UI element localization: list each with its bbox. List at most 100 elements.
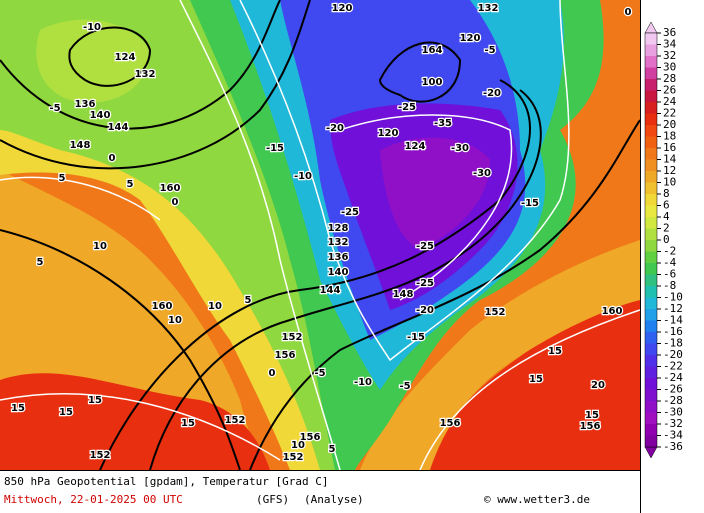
contour-label: 164 [422,45,443,56]
contour-label: 136 [75,99,96,110]
contour-label: 0 [269,368,276,379]
colorbar-tick-label: -4 [663,256,677,269]
colorbar-band [645,286,657,298]
contour-label: -35 [434,118,452,129]
contour-label: 15 [11,403,25,414]
contour-label: 152 [225,415,246,426]
colorbar-tick-label: 26 [663,84,676,97]
temperature-region [380,137,490,250]
colorbar-tick-label: -6 [663,268,676,281]
contour-label: -5 [484,45,495,56]
colorbar-band [645,159,657,171]
colorbar-tick-label: 24 [663,95,677,108]
colorbar-top-arrow [644,21,658,34]
colorbar-tick-label: -36 [663,440,683,453]
footer-run: (Analyse) [304,493,364,506]
colorbar-band [645,217,657,229]
contour-label: 15 [181,418,195,429]
contour-label: 136 [328,252,349,263]
temperature-region [0,373,270,470]
contour-label: 10 [93,241,107,252]
colorbar-band [645,148,657,160]
contour-label: 148 [393,289,414,300]
contour-label: -25 [398,102,416,113]
colorbar-band [645,263,657,275]
contour-label: 0 [625,7,632,18]
colorbar-band [645,90,657,102]
colorbar-tick-label: -24 [663,371,683,384]
contour-label: 15 [59,407,73,418]
contour-label: 152 [282,332,303,343]
colorbar-band [645,205,657,217]
contour-label: 10 [168,315,182,326]
contour-label: 120 [460,33,481,44]
contour-label: -20 [326,123,344,134]
colorbar-tick-label: 34 [663,38,677,51]
contour-label: 124 [405,141,426,152]
contour-label: 152 [90,450,111,461]
colorbar-band [645,251,657,263]
contour-label: -5 [399,381,410,392]
colorbar-tick-label: -28 [663,394,683,407]
colorbar-tick-label: -12 [663,302,683,315]
colorbar-tick-label: 30 [663,61,676,74]
colorbar-tick-label: 36 [663,26,676,39]
contour-label: 120 [332,3,353,14]
footer-date: Mittwoch, 22-01-2025 00 UTC [4,493,183,506]
contour-label: 5 [245,295,252,306]
contour-label: 0 [109,153,116,164]
contour-label: 10 [291,440,305,451]
colorbar-tick-label: -20 [663,348,683,361]
geopotential-contour [99,79,531,470]
colorbar-band [645,401,657,413]
contour-label: 100 [422,77,443,88]
colorbar-tick-label: 0 [663,233,670,246]
colorbar-band [645,274,657,286]
footer-credit: © www.wetter3.de [484,493,590,506]
contour-label: -15 [266,143,284,154]
colorbar-band [645,125,657,137]
temperature-contour [0,392,281,461]
colorbar-tick-label: 22 [663,107,676,120]
colorbar-band [645,309,657,321]
contour-label: 152 [283,452,304,463]
temperature-region [430,300,640,470]
geopotential-contour [149,89,542,470]
geopotential-contour [0,0,281,130]
contour-label: 160 [160,183,181,194]
footer-model: (GFS) [256,493,289,506]
colorbar-band [645,297,657,309]
contour-label: 160 [152,301,173,312]
contour-label: 20 [591,380,605,391]
contour-label: 10 [208,301,222,312]
contour-label: -5 [49,103,60,114]
colorbar-band [645,79,657,91]
colorbar-tick-label: 18 [663,130,676,143]
colorbar-tick-label: 2 [663,222,670,235]
colorbar-tick-label: 16 [663,141,676,154]
colorbar-band [645,56,657,68]
colorbar-band [645,44,657,56]
contour-label: -15 [407,332,425,343]
contour-label: 140 [90,110,111,121]
geopotential-contour [68,26,152,87]
contour-label: 128 [328,223,349,234]
contour-label: 148 [70,140,91,151]
colorbar-tick-label: 12 [663,164,676,177]
contour-label: 156 [300,432,321,443]
colorbar-bottom-arrow [644,446,658,459]
contour-label: 5 [59,173,66,184]
contour-label: 156 [440,418,461,429]
colorbar-band [645,378,657,390]
colorbar-tick-label: 10 [663,176,676,189]
colorbar-band [645,343,657,355]
temperature-contour [239,0,570,362]
contour-label: -10 [83,22,101,33]
colorbar-band [645,67,657,79]
colorbar-band [645,412,657,424]
contour-label: 5 [329,444,336,455]
contour-label: 144 [108,122,129,133]
colorbar-tick-label: 32 [663,49,676,62]
contour-label: 15 [548,346,562,357]
